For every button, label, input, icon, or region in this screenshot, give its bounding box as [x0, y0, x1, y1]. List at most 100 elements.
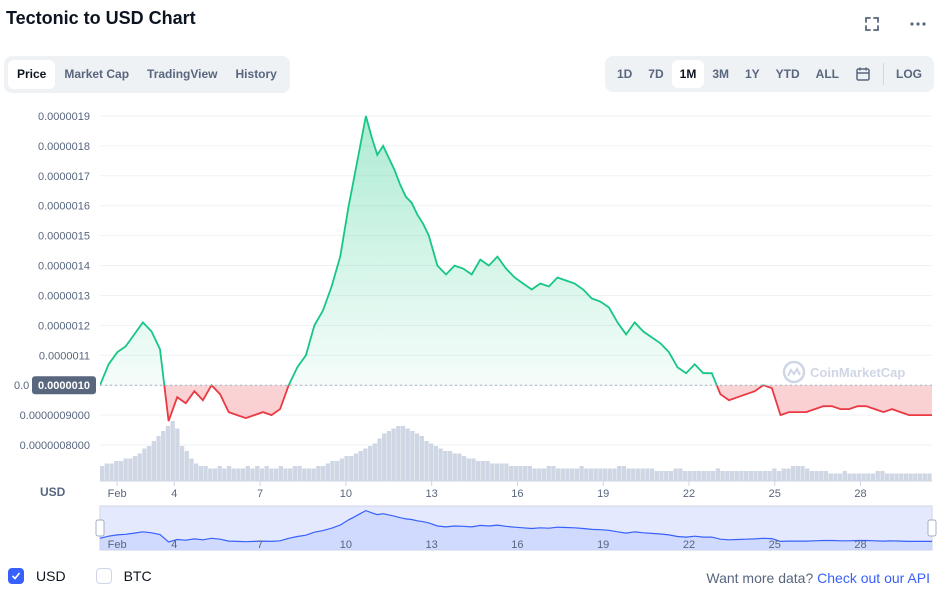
volume-bar [720, 471, 725, 481]
range-navigator[interactable]: Feb 4 7 10 13 16 19 22 25 28 [95, 505, 937, 551]
volume-bar [424, 441, 429, 481]
volume-bar [805, 468, 810, 481]
log-scale-toggle[interactable]: LOG [896, 67, 922, 81]
volume-bar [372, 443, 377, 481]
volume-bar [753, 471, 758, 481]
volume-bar [711, 471, 716, 481]
volume-bar [203, 466, 208, 481]
volume-bar [114, 461, 119, 481]
volume-bar [132, 456, 138, 481]
volume-bar [856, 473, 862, 481]
range-3m[interactable]: 3M [712, 67, 729, 81]
volume-bar [875, 471, 880, 481]
volume-bar [800, 466, 805, 481]
volume-bar [795, 466, 800, 481]
volume-bar [386, 431, 392, 481]
checkbox-btc[interactable] [95, 568, 112, 584]
volume-bar [410, 431, 415, 481]
coinmarketcap-logo-icon [782, 360, 806, 384]
volume-bar [198, 466, 204, 481]
volume-bar [184, 451, 189, 481]
volume-bar [852, 473, 857, 481]
volume-bar [447, 451, 453, 481]
range-7d[interactable]: 7D [648, 67, 664, 81]
navigator-tick-label: 7 [257, 539, 263, 551]
y-tick-label: 0.0000015 [38, 231, 90, 243]
volume-bar [508, 466, 514, 481]
volume-bar [433, 446, 439, 481]
more-icon[interactable] [906, 12, 930, 36]
volume-bar [776, 471, 782, 481]
volume-bar [649, 468, 655, 481]
legend-usd-label: USD [36, 568, 66, 584]
volume-bar [645, 468, 650, 481]
tab-history[interactable]: History [235, 67, 277, 81]
volume-bars [100, 421, 932, 481]
area-below-reference [164, 385, 932, 422]
volume-bar [828, 473, 833, 481]
watermark-text: CoinMarketCap [810, 365, 905, 380]
range-divider [883, 63, 884, 85]
y-tick-label: 0.0000016 [38, 201, 90, 213]
checkbox-usd[interactable] [8, 568, 24, 584]
volume-bar [429, 443, 434, 481]
volume-bar [316, 466, 321, 481]
tab-tradingview[interactable]: TradingView [147, 67, 218, 81]
volume-bar [523, 466, 528, 481]
volume-bar [485, 461, 490, 481]
legend-btc[interactable]: BTC [95, 568, 152, 584]
volume-bar [786, 468, 791, 481]
volume-bar [555, 468, 561, 481]
range-1m[interactable]: 1M [671, 60, 705, 88]
x-tick-label: 25 [769, 488, 781, 500]
currency-legend: USD BTC [8, 568, 152, 584]
api-link[interactable]: Check out our API [817, 570, 930, 586]
reference-value-label: 0.0000010 [38, 380, 90, 392]
volume-bar [400, 426, 406, 481]
volume-bar [823, 471, 829, 481]
volume-bar [109, 463, 114, 481]
volume-bar [833, 473, 838, 481]
volume-bar [288, 468, 293, 481]
range-1d[interactable]: 1D [616, 67, 633, 81]
volume-bar [537, 468, 542, 481]
fullscreen-icon[interactable] [860, 12, 884, 36]
tab-price[interactable]: Price [8, 60, 56, 89]
legend-usd[interactable]: USD [8, 568, 66, 584]
volume-bar [541, 468, 547, 481]
volume-bar [118, 461, 124, 481]
y-tick-label: 0.0000011 [39, 350, 90, 362]
volume-bar [123, 458, 128, 481]
volume-bar [527, 466, 533, 481]
x-tick-label: 7 [257, 488, 263, 500]
volume-bar [729, 471, 735, 481]
volume-bar [673, 468, 678, 481]
volume-bar [532, 468, 537, 481]
x-tick-label: 16 [511, 488, 523, 500]
volume-bar [156, 436, 161, 481]
tab-market-cap[interactable]: Market Cap [64, 67, 130, 81]
volume-bar [706, 471, 711, 481]
navigator-tick-label: 16 [511, 539, 523, 551]
volume-bar [377, 438, 382, 481]
range-ytd[interactable]: YTD [775, 67, 800, 81]
volume-bar [889, 473, 894, 481]
volume-bar [194, 463, 199, 481]
y-tick-label: 0.0000013 [38, 290, 90, 302]
x-tick-label: 13 [426, 488, 438, 500]
navigator-handle-left[interactable] [95, 519, 105, 537]
volume-bar [490, 463, 495, 481]
volume-bar [922, 473, 927, 481]
volume-bar [283, 468, 288, 481]
navigator-handle-right[interactable] [927, 519, 937, 537]
volume-bar [861, 473, 866, 481]
volume-bar [546, 466, 551, 481]
range-1y[interactable]: 1Y [744, 67, 760, 81]
range-all[interactable]: ALL [815, 67, 839, 81]
calendar-icon[interactable] [847, 60, 879, 88]
volume-bar [743, 471, 749, 481]
volume-bar [349, 456, 354, 481]
volume-bar [504, 463, 509, 481]
volume-bar [457, 453, 462, 481]
volume-bar [480, 461, 486, 481]
